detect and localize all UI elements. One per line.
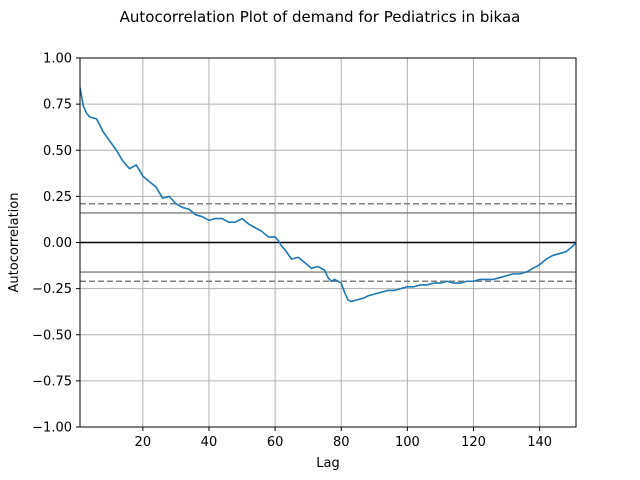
x-tick-label: 80 [333,435,350,450]
y-tick-label: 0.00 [43,236,72,251]
y-tick-label: −0.50 [32,328,72,343]
y-axis-label: Autocorrelation [7,193,22,293]
y-tick-label: 0.50 [43,144,72,159]
y-tick-label: 0.75 [43,98,72,113]
x-tick-label: 60 [267,435,284,450]
autocorrelation-line [79,87,577,303]
y-tick-label: −1.00 [32,421,72,436]
reference-lines [80,203,576,282]
chart-title: Autocorrelation Plot of demand for Pedia… [120,8,521,26]
y-tick-label: 0.25 [43,190,72,205]
y-tick-label: −0.25 [32,282,72,297]
x-tick-label: 20 [135,435,152,450]
series-layer [79,87,577,303]
x-tick-label: 40 [201,435,218,450]
y-tick-label: −0.75 [32,374,72,389]
x-tick-label: 140 [527,435,552,450]
x-axis-label: Lag [316,456,339,471]
x-axis-ticks: 20 40 60 80 100 120 140 [135,427,552,450]
x-tick-label: 100 [395,435,420,450]
y-axis-ticks: −1.00 −0.75 −0.50 −0.25 0.00 0.25 0.50 0.75 1.00 [32,52,80,436]
y-tick-label: 1.00 [43,52,72,67]
x-tick-label: 120 [461,435,486,450]
